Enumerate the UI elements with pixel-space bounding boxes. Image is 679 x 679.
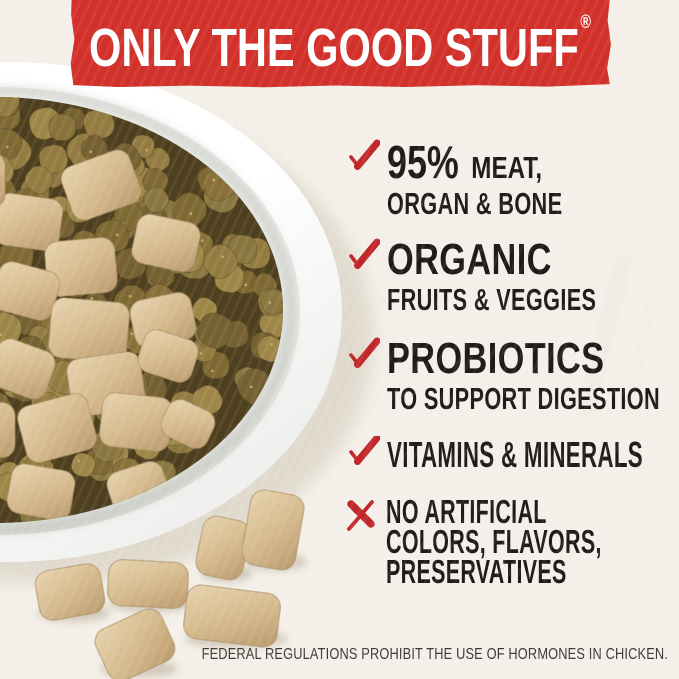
check-icon <box>346 238 380 272</box>
benefit-line: PROBIOTICS <box>387 334 605 383</box>
benefit-line: TO SUPPORT DIGESTION <box>387 381 661 416</box>
benefit-vitamins-minerals: VITAMINS & MINERALS <box>346 436 679 474</box>
check-icon <box>346 139 380 173</box>
headline-text: ONLY THE GOOD STUFF® <box>89 12 592 78</box>
cross-icon <box>343 497 379 533</box>
benefit-no-artificial: NO ARTIFICIAL COLORS, FLAVORS, PRESERVAT… <box>343 493 679 590</box>
benefit-probiotics: PROBIOTICS TO SUPPORT DIGESTION <box>346 337 679 415</box>
benefit-meat-organ-bone: 95% MEAT, ORGAN & BONE <box>346 139 638 220</box>
benefit-line: FRUITS & VEGGIES <box>387 282 597 317</box>
benefit-organic: ORGANIC FRUITS & VEGGIES <box>346 238 679 316</box>
benefit-line: ORGANIC <box>387 235 552 284</box>
benefit-line: 95% MEAT, <box>387 136 543 188</box>
headline-banner: ONLY THE GOOD STUFF® <box>70 0 611 88</box>
benefit-line: PRESERVATIVES <box>386 553 567 590</box>
registered-trademark-icon: ® <box>580 12 592 33</box>
federal-disclaimer: FEDERAL REGULATIONS PROHIBIT THE USE OF … <box>201 646 668 663</box>
check-icon <box>346 436 380 470</box>
benefit-line: NO ARTIFICIAL <box>386 493 547 530</box>
benefit-line: ORGAN & BONE <box>387 186 563 221</box>
check-icon <box>346 337 380 371</box>
benefit-line: VITAMINS & MINERALS <box>387 434 643 475</box>
benefit-line: COLORS, FLAVORS, <box>386 523 602 560</box>
